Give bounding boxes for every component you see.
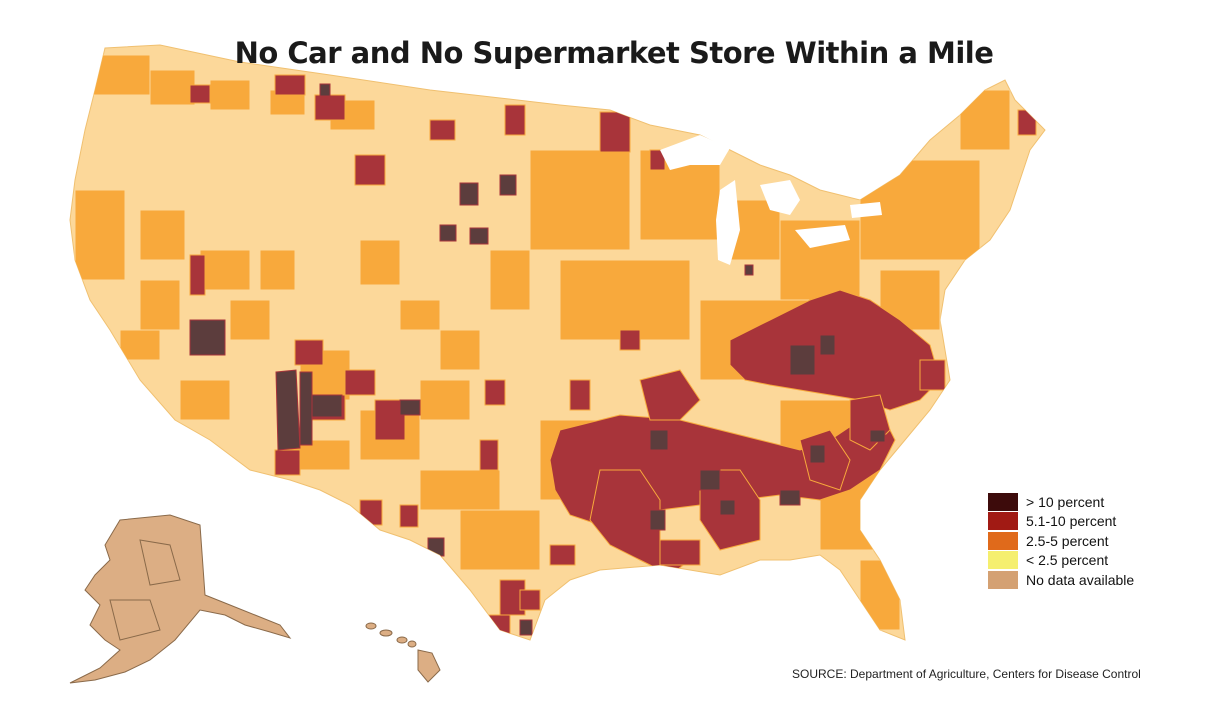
great-lakes [660, 135, 882, 265]
legend-swatch [988, 531, 1018, 550]
legend-label: 5.1-10 percent [1026, 513, 1117, 530]
legend-swatch [988, 512, 1018, 531]
legend: > 10 percent 5.1-10 percent 2.5-5 percen… [988, 492, 1134, 590]
legend-label: No data available [1026, 571, 1135, 588]
legend-swatch [988, 570, 1018, 589]
source-note: SOURCE: Department of Agriculture, Cente… [792, 667, 1141, 681]
legend-item: No data available [988, 570, 1134, 590]
legend-label: 2.5-5 percent [1026, 532, 1109, 549]
highest-rate-counties [189, 83, 886, 636]
hawaii [365, 622, 441, 683]
alaska-shape [69, 514, 292, 684]
legend-swatch [988, 551, 1018, 570]
legend-label: > 10 percent [1026, 493, 1105, 510]
legend-swatch [988, 492, 1018, 511]
legend-item: 5.1-10 percent [988, 512, 1134, 532]
legend-label: < 2.5 percent [1026, 552, 1109, 569]
legend-item: < 2.5 percent [988, 551, 1134, 571]
map-title: No Car and No Supermarket Store Within a… [234, 36, 994, 70]
legend-item: > 10 percent [988, 492, 1134, 512]
high-rate-counties [189, 74, 1037, 636]
contiguous-us [69, 44, 1046, 641]
alaska [69, 514, 292, 684]
legend-item: 2.5-5 percent [988, 531, 1134, 551]
